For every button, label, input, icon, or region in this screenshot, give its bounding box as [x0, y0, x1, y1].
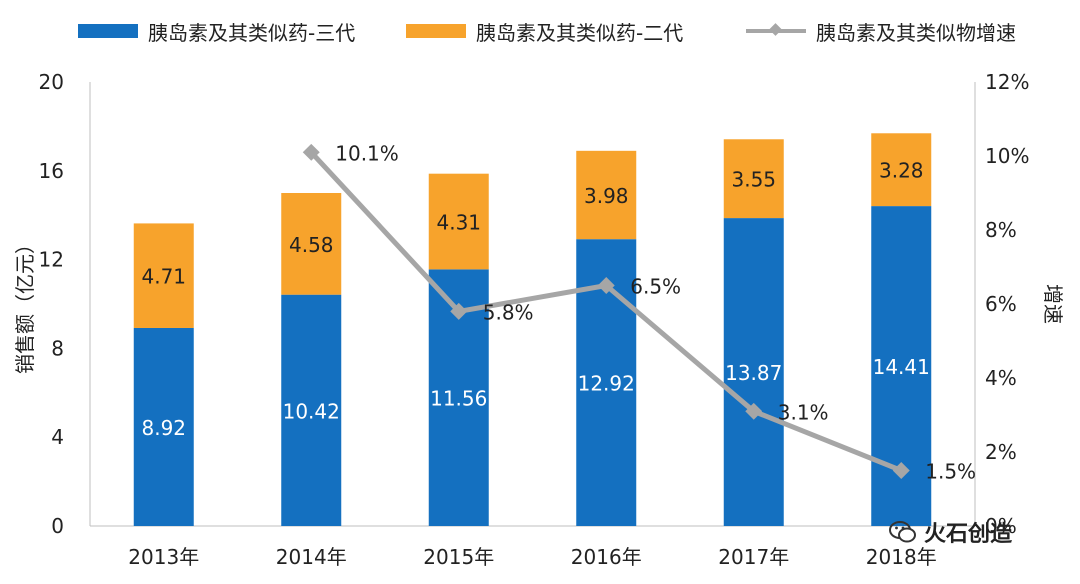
y-axis-title: 销售额（亿元） [13, 234, 37, 374]
data-label-gen2: 3.55 [731, 168, 776, 192]
y2-tick-label: 6% [985, 292, 1017, 316]
legend-label-growth: 胰岛素及其类似物增速 [816, 20, 1016, 45]
data-label-gen3: 11.56 [430, 387, 487, 411]
growth-point [302, 143, 320, 161]
legend-item-gen3: 胰岛素及其类似药-三代 [78, 14, 355, 48]
legend-label-gen3: 胰岛素及其类似药-三代 [148, 20, 356, 45]
data-label-gen3: 14.41 [873, 355, 930, 379]
data-label-growth: 10.1% [335, 141, 399, 165]
y2-tick-label: 8% [985, 218, 1017, 242]
y-tick-label: 20 [39, 70, 64, 94]
data-label-gen3: 10.42 [283, 399, 340, 423]
growth-point [450, 302, 468, 320]
y2-axis-title: 增速 [1041, 284, 1065, 324]
data-label-gen2: 4.58 [289, 233, 334, 257]
y-tick-label: 4 [51, 425, 64, 449]
bar-gen3 [133, 327, 194, 526]
y2-tick-label: 0% [985, 514, 1017, 538]
x-tick-label: 2013年 [128, 545, 199, 569]
data-label-gen3: 8.92 [141, 416, 186, 440]
data-label-gen2: 4.71 [141, 265, 186, 289]
legend-line-growth [746, 23, 806, 36]
x-tick-label: 2017年 [718, 545, 789, 569]
y2-tick-label: 10% [985, 144, 1029, 168]
bar-gen3 [723, 218, 784, 526]
legend-label-gen2: 胰岛素及其类似药-二代 [476, 20, 684, 45]
y-tick-label: 16 [39, 159, 64, 183]
watermark: 火石创造 [888, 516, 1012, 548]
x-tick-label: 2016年 [571, 545, 642, 569]
growth-point [892, 462, 910, 479]
bar-gen2 [723, 139, 784, 219]
chart-legend: 胰岛素及其类似药-三代 胰岛素及其类似药-二代 胰岛素及其类似物增速 [0, 14, 1080, 48]
wechat-icon [889, 521, 916, 543]
watermark-text: 火石创造 [924, 522, 1013, 547]
legend-swatch-gen3 [78, 24, 138, 38]
y2-tick-label: 2% [985, 440, 1017, 464]
bar-gen2 [871, 133, 932, 207]
x-tick-label: 2018年 [866, 545, 937, 569]
growth-point [597, 277, 615, 294]
x-tick-label: 2015年 [423, 545, 494, 569]
legend-item-gen2: 胰岛素及其类似药-二代 [406, 14, 683, 48]
y-tick-label: 12 [39, 248, 64, 272]
data-label-growth: 6.5% [630, 275, 681, 299]
growth-point [745, 402, 763, 420]
data-label-gen3: 12.92 [578, 372, 635, 396]
y2-tick-label: 4% [985, 366, 1017, 390]
legend-swatch-gen2 [406, 24, 466, 38]
x-tick-label: 2014年 [276, 545, 347, 569]
bar-gen2 [576, 150, 637, 240]
bar-gen2 [133, 223, 194, 328]
data-label-gen2: 3.98 [584, 184, 629, 208]
bar-gen3 [281, 294, 342, 526]
y2-tick-label: 12% [985, 70, 1029, 94]
data-label-gen2: 3.28 [879, 159, 924, 183]
data-label-gen3: 13.87 [725, 361, 782, 385]
y-tick-label: 0 [51, 514, 64, 538]
bar-gen2 [281, 193, 342, 295]
y-tick-label: 8 [51, 336, 64, 360]
data-label-growth: 5.8% [483, 300, 534, 324]
bar-gen2 [428, 173, 489, 270]
data-label-gen2: 4.31 [436, 211, 481, 235]
legend-item-growth: 胰岛素及其类似物增速 [746, 14, 1016, 48]
data-label-growth: 3.1% [778, 400, 829, 424]
data-label-growth: 1.5% [925, 460, 976, 484]
